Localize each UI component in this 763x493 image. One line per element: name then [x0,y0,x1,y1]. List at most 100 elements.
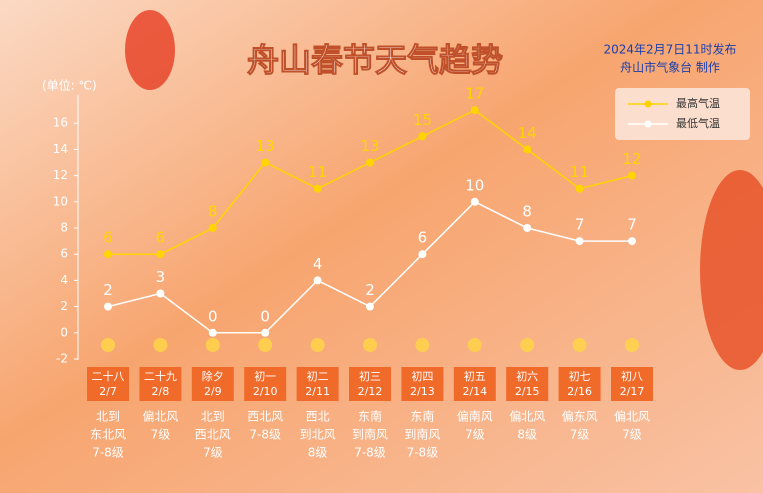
value-label: 10 [465,176,484,194]
y-tick-label: 2 [60,299,68,313]
x-tick-label: 初六 [516,369,538,383]
wind-label: 7-8级 [354,446,386,460]
value-label: 7 [575,216,585,234]
wind-label: 西北风 [195,428,231,442]
value-label: 0 [260,307,270,325]
category-box [558,367,601,401]
y-tick-label: 8 [60,221,68,235]
point [261,328,270,337]
value-label: 3 [156,268,166,286]
x-tick-label: 初二 [307,369,329,383]
chart-title: 舟山春节天气趋势 [247,41,503,79]
y-tick-label: 14 [53,142,68,156]
y-tick-label: -2 [56,352,68,366]
point [261,158,270,167]
point [575,184,584,193]
wind-label: 8级 [308,446,328,460]
wind-label: 东南 [358,409,382,424]
x-tick-label: 2/11 [305,385,330,398]
weather-icon [363,338,377,352]
legend-marker [644,100,652,108]
x-tick-label: 初一 [254,369,276,383]
point [208,328,217,337]
wind-label: 到南风 [404,427,440,442]
value-label: 13 [360,137,379,155]
x-tick-label: 2/14 [462,385,487,398]
point [575,237,584,246]
point [418,132,427,141]
point [628,171,636,180]
weather-icon [572,338,587,352]
value-label: 11 [570,163,589,181]
x-tick-label: 二十九 [144,369,177,383]
x-tick-label: 2/10 [253,385,278,398]
category-box [191,367,234,401]
point [313,184,322,193]
weather-icon [415,338,430,352]
wind-label: 偏北风 [614,409,650,424]
x-tick-label: 2/13 [410,385,435,398]
wind-label: 7-8级 [249,428,281,442]
weather-icon [205,338,220,352]
weather-icon [258,338,273,352]
wind-label: 7级 [622,428,642,442]
x-tick-label: 2/17 [620,385,645,398]
wind-label: 7级 [465,428,485,442]
wind-label: 偏北风 [509,409,545,424]
x-tick-label: 2/8 [152,385,170,398]
y-tick-label: 12 [53,168,68,182]
category-box [139,367,182,401]
legend-label: 最高气温 [676,96,720,110]
category-box [244,367,287,401]
legend-marker [644,120,652,128]
point [208,224,217,232]
y-tick-label: 16 [53,116,68,130]
wind-label: 北到 [201,410,225,424]
point [156,250,165,259]
point [156,289,165,298]
x-tick-label: 初四 [411,369,433,383]
value-label: 8 [522,203,532,221]
weather-icon [310,338,325,352]
point [523,145,532,154]
category-box [506,367,549,401]
subtitle: 舟山市气象台 制作 [620,60,720,75]
value-label: 4 [313,255,323,273]
x-tick-label: 初八 [621,369,643,383]
wind-label: 西北 [306,410,330,424]
weather-icon [520,338,535,352]
x-tick-label: 初三 [359,369,381,383]
legend-box [615,88,750,140]
point [104,250,112,259]
wind-label: 西北风 [247,410,283,424]
wind-label: 到北风 [300,428,336,442]
x-tick-label: 2/12 [358,385,383,398]
weather-icon [101,338,115,352]
value-label: 2 [365,281,375,299]
value-label: 6 [103,229,113,247]
point [366,302,374,311]
point [313,276,322,285]
lantern [700,170,763,370]
value-label: 17 [465,85,484,103]
wind-label: 7级 [203,446,223,460]
value-label: 13 [256,137,275,155]
value-label: 15 [413,111,432,129]
value-label: 0 [208,307,218,325]
weather-icon [625,338,639,352]
point [523,224,532,232]
value-label: 7 [627,216,637,234]
value-label: 12 [622,150,641,168]
wind-label: 东北风 [90,428,126,442]
wind-label: 7-8级 [407,446,439,460]
point [366,158,374,167]
category-box [87,367,129,401]
category-box [453,367,496,401]
value-label: 2 [103,281,113,299]
category-box [296,367,339,401]
value-label: 14 [518,124,537,142]
wind-label: 东南 [410,409,434,424]
weather-icon [153,338,168,352]
